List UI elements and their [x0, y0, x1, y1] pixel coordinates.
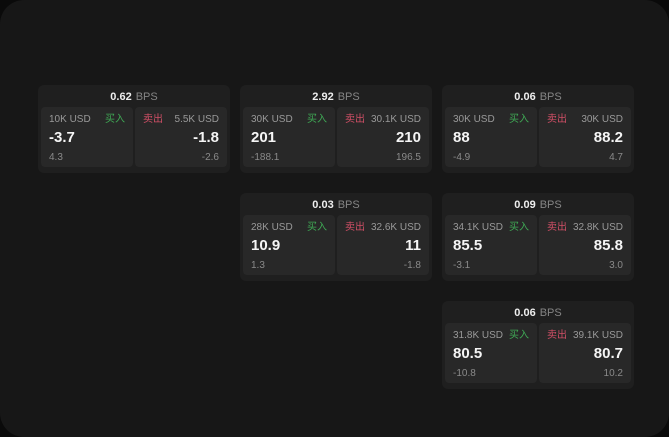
spread-unit-label: BPS	[337, 90, 360, 103]
spread-header: 0.09 BPS	[442, 193, 634, 213]
sell-notional: 39.1K USD	[572, 330, 623, 341]
spread-header: 0.06 BPS	[442, 85, 634, 105]
spread-header: 0.06 BPS	[442, 301, 634, 321]
buy-panel[interactable]: 31.8K USD 买入 80.5 -10.8	[445, 323, 537, 383]
buy-delta: -3.1	[453, 260, 471, 271]
buy-label: 买入	[509, 330, 529, 341]
quote-card-body: 10K USD 买入 -3.7 4.3 卖出 5.5K USD -1.8 -2.…	[38, 105, 230, 170]
quote-card-body: 31.8K USD 买入 80.5 -10.8 卖出 39.1K USD 80.…	[442, 321, 634, 386]
quote-card: 0.06 BPS 31.8K USD 买入 80.5 -10.8 卖	[442, 301, 634, 389]
sell-panel[interactable]: 卖出 32.8K USD 85.8 3.0	[539, 215, 631, 275]
sell-notional: 5.5K USD	[174, 114, 219, 125]
spread-value: 0.62	[110, 90, 132, 103]
quote-card: 0.62 BPS 10K USD 买入 -3.7 4.3 卖出	[38, 85, 230, 173]
buy-label: 买入	[105, 114, 125, 125]
spread-unit-label: BPS	[539, 90, 562, 103]
spread-unit-label: BPS	[337, 198, 360, 211]
buy-price: 85.5	[453, 237, 483, 254]
buy-delta: -10.8	[453, 368, 476, 379]
sell-label: 卖出	[143, 114, 163, 125]
buy-delta: 1.3	[251, 260, 265, 271]
sell-label: 卖出	[547, 114, 567, 125]
quote-column-3: 0.06 BPS 30K USD 买入 88 -4.9 卖出	[442, 85, 634, 389]
sell-notional: 32.6K USD	[370, 222, 421, 233]
spread-value: 2.92	[312, 90, 334, 103]
quote-card-body: 34.1K USD 买入 85.5 -3.1 卖出 32.8K USD 85.8…	[442, 213, 634, 278]
sell-panel[interactable]: 卖出 32.6K USD 11 -1.8	[337, 215, 429, 275]
sell-panel[interactable]: 卖出 39.1K USD 80.7 10.2	[539, 323, 631, 383]
buy-price: 80.5	[453, 345, 483, 362]
sell-delta: 4.7	[609, 152, 623, 163]
sell-price: 88.2	[593, 129, 623, 146]
buy-label: 买入	[307, 222, 327, 233]
sell-notional: 32.8K USD	[572, 222, 623, 233]
buy-notional: 30K USD	[453, 114, 495, 125]
buy-notional: 28K USD	[251, 222, 293, 233]
buy-panel[interactable]: 34.1K USD 买入 85.5 -3.1	[445, 215, 537, 275]
buy-panel[interactable]: 30K USD 买入 201 -188.1	[243, 107, 335, 167]
sell-panel[interactable]: 卖出 30.1K USD 210 196.5	[337, 107, 429, 167]
quote-card-body: 28K USD 买入 10.9 1.3 卖出 32.6K USD 11 -1.8	[240, 213, 432, 278]
sell-label: 卖出	[345, 222, 365, 233]
quote-card-body: 30K USD 买入 88 -4.9 卖出 30K USD 88.2 4.7	[442, 105, 634, 170]
buy-panel[interactable]: 30K USD 买入 88 -4.9	[445, 107, 537, 167]
sell-price: 11	[405, 237, 421, 254]
spread-header: 2.92 BPS	[240, 85, 432, 105]
sell-price: -1.8	[193, 129, 219, 146]
spread-value: 0.03	[312, 198, 334, 211]
buy-label: 买入	[509, 114, 529, 125]
spread-unit-label: BPS	[135, 90, 158, 103]
quote-card-grid: 0.62 BPS 10K USD 买入 -3.7 4.3 卖出	[38, 85, 634, 389]
buy-label: 买入	[509, 222, 529, 233]
buy-delta: 4.3	[49, 152, 63, 163]
buy-panel[interactable]: 10K USD 买入 -3.7 4.3	[41, 107, 133, 167]
buy-notional: 30K USD	[251, 114, 293, 125]
sell-notional: 30.1K USD	[370, 114, 421, 125]
sell-notional: 30K USD	[581, 114, 623, 125]
sell-label: 卖出	[345, 114, 365, 125]
spread-value: 0.09	[514, 198, 536, 211]
buy-price: 201	[251, 129, 277, 146]
spread-header: 0.03 BPS	[240, 193, 432, 213]
quote-card-body: 30K USD 买入 201 -188.1 卖出 30.1K USD 210 1…	[240, 105, 432, 170]
spread-value: 0.06	[514, 306, 536, 319]
spread-header: 0.62 BPS	[38, 85, 230, 105]
spread-value: 0.06	[514, 90, 536, 103]
sell-price: 80.7	[593, 345, 623, 362]
sell-delta: -2.6	[201, 152, 219, 163]
buy-notional: 31.8K USD	[453, 330, 504, 341]
quote-card: 0.06 BPS 30K USD 买入 88 -4.9 卖出	[442, 85, 634, 173]
buy-price: 88	[453, 129, 470, 146]
quote-card: 0.09 BPS 34.1K USD 买入 85.5 -3.1 卖出	[442, 193, 634, 281]
sell-label: 卖出	[547, 330, 567, 341]
buy-delta: -188.1	[251, 152, 280, 163]
sell-price: 210	[395, 129, 421, 146]
sell-delta: 10.2	[603, 368, 623, 379]
sell-panel[interactable]: 卖出 5.5K USD -1.8 -2.6	[135, 107, 227, 167]
buy-price: -3.7	[49, 129, 75, 146]
buy-notional: 34.1K USD	[453, 222, 504, 233]
buy-delta: -4.9	[453, 152, 471, 163]
sell-delta: 3.0	[609, 260, 623, 271]
sell-delta: 196.5	[395, 152, 421, 163]
quote-card: 2.92 BPS 30K USD 买入 201 -188.1 卖出	[240, 85, 432, 173]
quote-card: 0.03 BPS 28K USD 买入 10.9 1.3 卖出	[240, 193, 432, 281]
quote-column-2: 2.92 BPS 30K USD 买入 201 -188.1 卖出	[240, 85, 432, 281]
buy-notional: 10K USD	[49, 114, 91, 125]
sell-panel[interactable]: 卖出 30K USD 88.2 4.7	[539, 107, 631, 167]
sell-label: 卖出	[547, 222, 567, 233]
spread-unit-label: BPS	[539, 306, 562, 319]
buy-panel[interactable]: 28K USD 买入 10.9 1.3	[243, 215, 335, 275]
spread-unit-label: BPS	[539, 198, 562, 211]
buy-label: 买入	[307, 114, 327, 125]
buy-price: 10.9	[251, 237, 281, 254]
quote-column-1: 0.62 BPS 10K USD 买入 -3.7 4.3 卖出	[38, 85, 230, 173]
sell-delta: -1.8	[403, 260, 421, 271]
sell-price: 85.8	[593, 237, 623, 254]
